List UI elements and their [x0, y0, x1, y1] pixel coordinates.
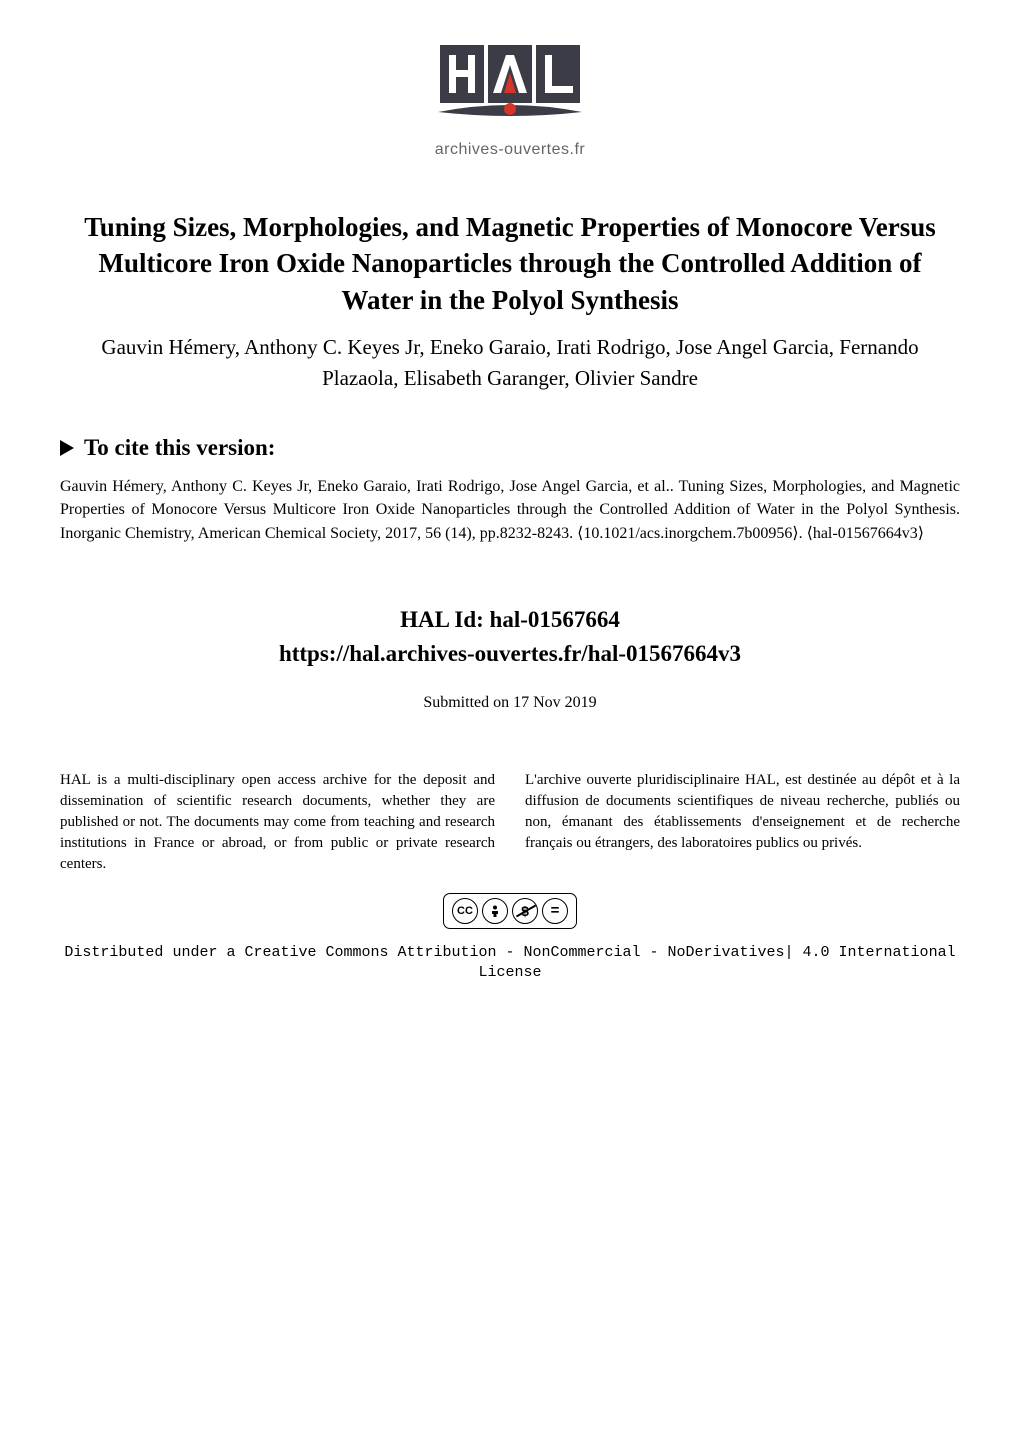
citation-text: Gauvin Hémery, Anthony C. Keyes Jr, Enek…	[0, 469, 1020, 575]
cite-section-title: To cite this version:	[84, 435, 275, 461]
cc-badge[interactable]: CC $ =	[443, 893, 577, 929]
cc-icon-cc: CC	[452, 898, 478, 924]
hal-url[interactable]: https://hal.archives-ouvertes.fr/hal-015…	[0, 637, 1020, 672]
license-text: Distributed under a Creative Commons Att…	[0, 937, 1020, 984]
hal-logo	[435, 40, 585, 135]
paper-title: Tuning Sizes, Morphologies, and Magnetic…	[0, 189, 1020, 332]
cc-icon-nc: $	[512, 898, 538, 924]
hal-identifier-block: HAL Id: hal-01567664 https://hal.archive…	[0, 575, 1020, 680]
cc-badge-block: CC $ =	[0, 875, 1020, 937]
right-column-fr: L'archive ouverte pluridisciplinaire HAL…	[525, 770, 960, 875]
hal-logo-block: archives-ouvertes.fr	[0, 0, 1020, 189]
cite-section-header: To cite this version:	[0, 423, 1020, 469]
submitted-date: Submitted on 17 Nov 2019	[0, 680, 1020, 752]
paper-authors: Gauvin Hémery, Anthony C. Keyes Jr, Enek…	[0, 332, 1020, 423]
triangle-marker-icon	[60, 440, 74, 456]
left-column-en: HAL is a multi-disciplinary open access …	[60, 770, 495, 875]
cc-icon-nd: =	[542, 898, 568, 924]
hal-id: HAL Id: hal-01567664	[0, 603, 1020, 638]
logo-subtitle: archives-ouvertes.fr	[0, 141, 1020, 159]
cc-icon-by	[482, 898, 508, 924]
description-columns: HAL is a multi-disciplinary open access …	[0, 752, 1020, 875]
